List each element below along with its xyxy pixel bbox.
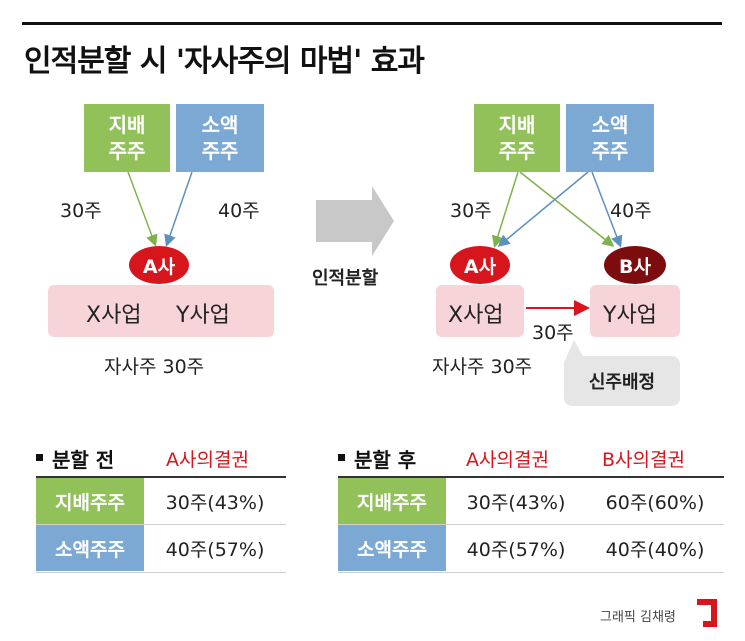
- table-after-cell: 60주(60%): [605, 491, 705, 514]
- transfer-share-count: 30주: [532, 322, 574, 344]
- table-before-cell: 40주(57%): [165, 538, 265, 561]
- new-share-allocation-callout: 신주배정: [564, 356, 680, 406]
- graphic-credit: 그래픽 김채령: [600, 610, 676, 625]
- bullet-square: [36, 454, 43, 461]
- company-b-business-box: [590, 285, 680, 337]
- page-title: 인적분할 시 '자사주의 마법' 효과: [24, 44, 425, 79]
- business-x-label-after: X사업: [448, 303, 504, 328]
- table-after-heading: 분할 후: [354, 448, 417, 472]
- arrow-controlling-to-b-after: [519, 171, 615, 247]
- table-after-row-divider: [338, 524, 724, 525]
- table-after-top-rule: [338, 476, 724, 478]
- company-a-business-box: [48, 285, 274, 337]
- table-before-bottom-rule: [36, 572, 286, 573]
- minority-shareholder-box-after: 소액 주주: [566, 104, 654, 172]
- table-before-heading: 분할 전: [52, 448, 115, 472]
- table-after-bottom-rule: [338, 572, 724, 573]
- controlling-share-count: 30주: [60, 200, 102, 222]
- controlling-share-count-after: 30주: [450, 200, 492, 222]
- arrow-minority-to-a-after: [497, 171, 589, 247]
- split-label: 인적분할: [312, 268, 379, 289]
- table-before-col-a: A사의결권: [166, 449, 249, 471]
- bullet-square: [338, 454, 345, 461]
- arrow-controlling-to-a: [127, 171, 158, 247]
- callout-pointer: [566, 340, 584, 358]
- top-rule: [22, 22, 722, 25]
- company-a-badge-after: A사: [450, 246, 510, 284]
- company-a-business-box-after: [436, 285, 524, 337]
- business-y-label: Y사업: [176, 303, 230, 328]
- table-after-cell: 40주(57%): [466, 538, 566, 561]
- table-before-top-rule: [36, 476, 286, 478]
- treasury-share-label-after: 자사주 30주: [432, 356, 533, 378]
- business-y-label-after: Y사업: [603, 303, 657, 328]
- table-after-cell: 40주(40%): [605, 538, 705, 561]
- controlling-shareholder-box-after: 지배 주주: [474, 104, 560, 172]
- controlling-shareholder-box: 지배 주주: [84, 104, 170, 172]
- table-before-cell: 30주(43%): [165, 491, 265, 514]
- business-x-label: X사업: [86, 303, 142, 328]
- company-a-badge: A사: [129, 246, 189, 284]
- table-after-col-b: B사의결권: [602, 449, 685, 471]
- minority-share-count: 40주: [218, 200, 260, 222]
- table-before-row-label: 소액주주: [36, 525, 144, 571]
- table-after-col-a: A사의결권: [466, 449, 549, 471]
- minority-shareholder-box: 소액 주주: [176, 104, 264, 172]
- table-after-row-label: 지배주주: [338, 478, 446, 524]
- minority-share-count-after: 40주: [610, 200, 652, 222]
- arrow-minority-to-b-after: [591, 171, 623, 248]
- company-b-badge: B사: [604, 246, 666, 284]
- table-after-row-label: 소액주주: [338, 525, 446, 571]
- arrow-minority-to-a: [164, 171, 193, 247]
- table-before-row-label: 지배주주: [36, 478, 144, 524]
- table-after-cell: 30주(43%): [466, 491, 566, 514]
- treasury-share-label: 자사주 30주: [104, 356, 205, 378]
- arrow-controlling-to-a-after: [491, 171, 519, 248]
- publisher-logo-icon: [697, 599, 717, 627]
- table-before-row-divider: [36, 524, 286, 525]
- split-arrow-shape: [316, 186, 394, 256]
